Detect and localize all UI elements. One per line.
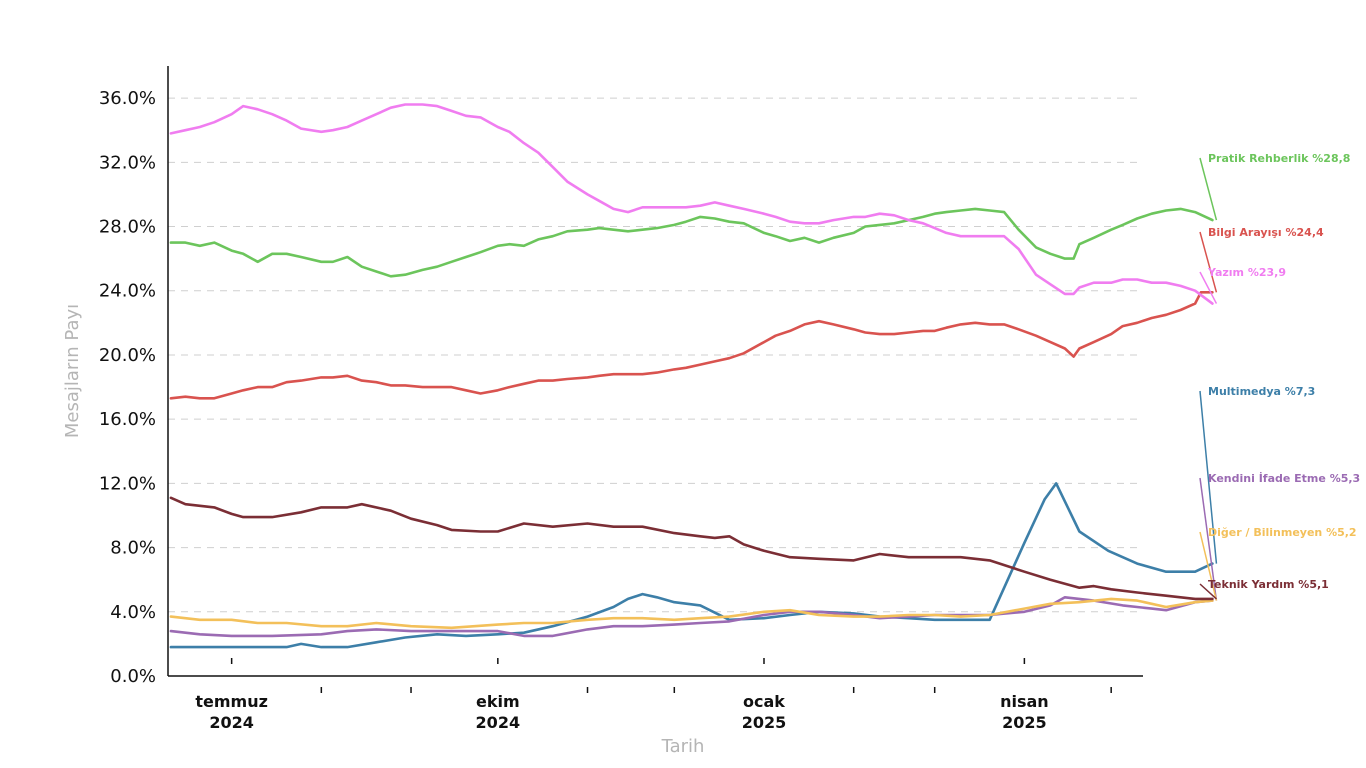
series-leader-line: [1199, 231, 1218, 293]
series-label: Yazım %23,9: [1207, 266, 1286, 279]
y-tick-label: 8.0%: [110, 538, 156, 559]
series-leader-line: [1199, 531, 1218, 601]
series-label: Multimedya %7,3: [1208, 385, 1315, 398]
series-leader-line: [1199, 157, 1218, 221]
series-line-2: [169, 103, 1214, 305]
x-axis-ticks: temmuz 2024 ekim 2024 ocak 2025 nisan 2025: [195, 658, 1112, 732]
y-tick-label: 16.0%: [99, 409, 156, 430]
series-label: Kendini İfade Etme %5,3: [1208, 471, 1360, 485]
series-line-6: [169, 496, 1214, 601]
series-line-0: [169, 207, 1214, 278]
y-tick-label: 36.0%: [99, 88, 156, 109]
y-tick-label: 0.0%: [110, 666, 156, 687]
series-label: Pratik Rehberlik %28,8: [1208, 152, 1350, 165]
x-tick-label-month: ocak: [743, 692, 785, 711]
series-leader-line: [1199, 271, 1218, 304]
y-axis-ticks: 0.0% 4.0% 8.0% 12.0% 16.0% 20.0% 24.0% 28.0% 32.…: [99, 88, 156, 687]
y-tick-label: 4.0%: [110, 602, 156, 623]
series-leader-line: [1199, 390, 1218, 564]
series-lines: [169, 103, 1214, 649]
x-tick-label-year: 2025: [742, 713, 787, 732]
series-label: Diğer / Bilinmeyen %5,2: [1208, 526, 1357, 539]
y-tick-label: 32.0%: [99, 152, 156, 173]
x-axis-title: Tarih: [661, 736, 705, 757]
series-leader-line: [1199, 583, 1217, 600]
series-line-1: [169, 291, 1214, 400]
series-line-5: [169, 597, 1214, 630]
series-label: Teknik Yardım %5,1: [1208, 578, 1329, 591]
series-line-3: [169, 482, 1214, 649]
y-tick-label: 24.0%: [99, 281, 156, 302]
series-leader-line: [1199, 477, 1218, 601]
x-tick-label-month: ekim: [476, 692, 520, 711]
y-axis-title: Mesajların Payı: [62, 304, 83, 438]
x-tick-label-month: nisan: [1000, 692, 1049, 711]
x-tick-label-year: 2024: [476, 713, 521, 732]
series-line-4: [169, 596, 1214, 638]
y-tick-label: 12.0%: [99, 473, 156, 494]
y-tick-label: 20.0%: [99, 345, 156, 366]
x-tick-label-year: 2025: [1002, 713, 1047, 732]
gridlines: [168, 97, 1143, 613]
series-label: Bilgi Arayışı %24,4: [1208, 226, 1324, 239]
x-tick-label-year: 2024: [209, 713, 254, 732]
y-tick-label: 28.0%: [99, 217, 156, 238]
x-tick-label-month: temmuz: [195, 692, 268, 711]
series-labels: Pratik Rehberlik %28,8 Bilgi Arayışı %24,…: [1199, 152, 1360, 601]
